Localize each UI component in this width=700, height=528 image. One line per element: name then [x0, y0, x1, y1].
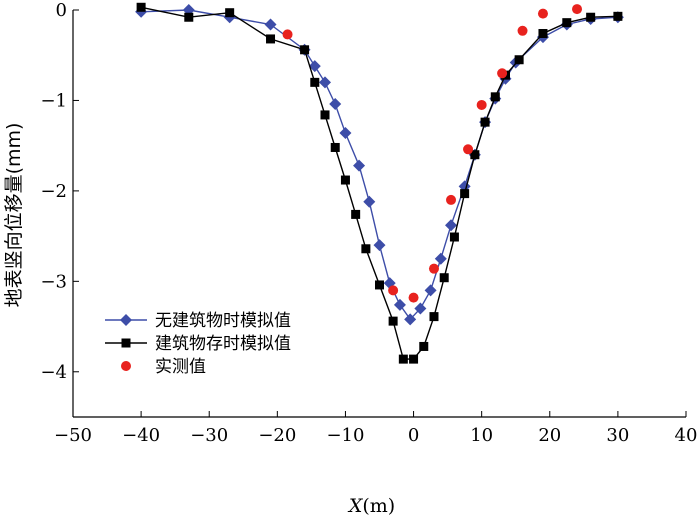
legend-marker	[120, 314, 132, 326]
data-point	[363, 195, 376, 208]
data-point	[404, 313, 417, 326]
x-tick-label: −50	[54, 425, 92, 446]
data-point	[537, 8, 548, 19]
data-point	[414, 302, 427, 315]
data-point	[225, 8, 235, 18]
data-point	[408, 292, 419, 303]
data-point	[300, 45, 310, 55]
x-tick-label: −40	[122, 425, 160, 446]
data-point	[388, 285, 399, 296]
legend-marker	[121, 361, 131, 371]
data-point	[351, 209, 361, 219]
data-point	[562, 18, 572, 28]
data-point	[361, 244, 371, 254]
data-point	[439, 273, 449, 283]
data-point	[476, 99, 487, 110]
data-point	[517, 25, 528, 36]
data-point	[419, 341, 429, 351]
data-point	[514, 55, 524, 65]
x-tick-label: −20	[258, 425, 296, 446]
series-line	[140, 6, 618, 360]
data-point	[446, 194, 457, 205]
data-point	[373, 239, 386, 252]
data-point	[310, 77, 320, 87]
data-point	[490, 92, 500, 102]
data-point	[409, 354, 419, 364]
y-tick-label: 0	[56, 0, 67, 21]
data-point	[398, 354, 408, 364]
x-axis-title-main: X	[347, 495, 364, 517]
data-point	[424, 284, 437, 297]
data-point	[586, 12, 596, 22]
plot-area: −50 −40 −30 −20 −10 0 10 20 30 40 0 −1 −2 −3 −4	[40, 0, 697, 446]
data-point	[470, 150, 480, 160]
legend-item: 无建筑物时模拟值	[105, 311, 291, 331]
data-point	[463, 144, 474, 155]
data-point	[613, 11, 623, 21]
series-line	[141, 9, 618, 321]
series-0	[135, 4, 624, 326]
x-tick-label: 20	[538, 425, 561, 446]
data-point	[329, 98, 342, 111]
legend-label: 实测值	[155, 357, 206, 377]
data-point	[308, 60, 321, 73]
data-point	[266, 34, 276, 44]
x-axis-title: X(m)	[347, 495, 395, 517]
x-tick-label: 40	[675, 425, 698, 446]
legend-marker	[121, 338, 131, 348]
data-point	[449, 232, 459, 242]
data-point	[538, 29, 548, 39]
data-point	[320, 110, 330, 120]
data-point	[339, 127, 352, 140]
data-point	[572, 4, 583, 15]
data-point	[388, 316, 398, 326]
x-tick-label: 30	[606, 425, 629, 446]
x-tick-label: −10	[326, 425, 364, 446]
x-tick-label: 10	[470, 425, 493, 446]
data-point	[375, 280, 384, 290]
legend-item: 实测值	[121, 357, 206, 377]
data-point	[445, 219, 458, 232]
data-point	[353, 159, 366, 172]
data-point	[264, 18, 277, 31]
data-point	[282, 29, 293, 40]
y-tick-label: −1	[40, 90, 67, 111]
y-tick-label: −3	[40, 271, 67, 292]
legend-item: 建筑物存时模拟值	[105, 334, 291, 354]
series-2	[282, 4, 583, 303]
x-axis-title-unit: (m)	[362, 495, 395, 517]
data-point	[340, 175, 350, 185]
legend-label: 建筑物存时模拟值	[155, 334, 291, 354]
y-axis-title-text: 地表竖向位移量(mm)	[3, 123, 25, 308]
data-point	[480, 117, 490, 127]
y-tick-label: −2	[40, 181, 67, 202]
data-point	[434, 252, 447, 265]
legend-label: 无建筑物时模拟值	[155, 311, 291, 331]
series-1	[136, 2, 623, 364]
y-axis-title: 地表竖向位移量(mm)	[3, 123, 25, 308]
y-tick-label: −4	[40, 362, 67, 383]
data-point	[428, 263, 439, 274]
data-point	[460, 189, 470, 199]
data-point	[393, 298, 406, 311]
x-tick-label: −30	[190, 425, 228, 446]
data-point	[330, 142, 340, 152]
data-point	[184, 12, 194, 22]
data-point	[319, 76, 332, 89]
data-point	[136, 2, 146, 12]
data-point	[429, 312, 439, 322]
data-point	[497, 68, 508, 79]
x-tick-label: 0	[408, 425, 419, 446]
